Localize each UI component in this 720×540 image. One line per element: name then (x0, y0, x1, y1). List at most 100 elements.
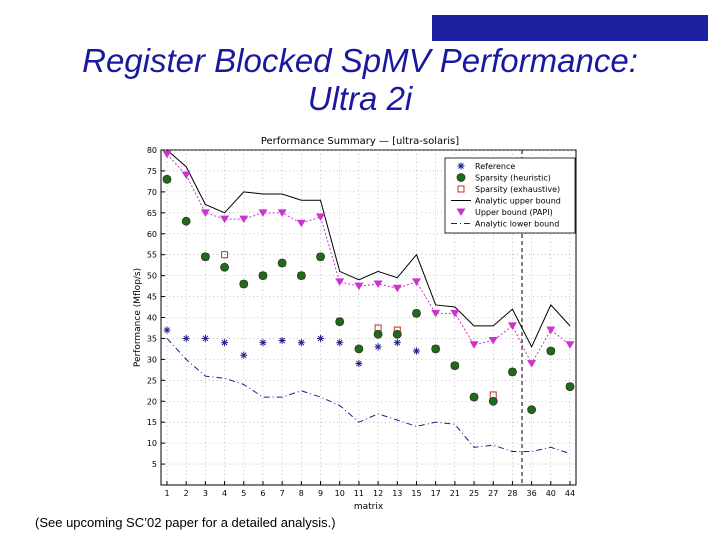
legend-label: Sparsity (heuristic) (475, 174, 551, 183)
legend-swatch (456, 208, 466, 216)
slide-title-line-1: Register Blocked SpMV Performance: (82, 42, 638, 79)
data-point (279, 337, 285, 344)
x-tick-label: 12 (373, 489, 383, 498)
legend-swatch (456, 173, 466, 182)
x-tick-label: 6 (260, 489, 265, 498)
series-analytic-lower-bound (166, 338, 571, 455)
data-point (336, 339, 343, 346)
data-point (354, 344, 364, 354)
series-layer (162, 149, 575, 455)
data-point (431, 344, 441, 354)
x-tick-label: 7 (280, 489, 285, 498)
series-analytic-upper-bound (166, 149, 571, 348)
x-tick-label: 44 (565, 489, 575, 498)
x-tick-label: 40 (546, 489, 556, 498)
data-point (508, 367, 517, 377)
x-tick-label: 36 (527, 489, 537, 498)
y-tick-label: 5 (152, 460, 157, 469)
data-point (239, 215, 249, 224)
legend-entry: Upper bound (PAPI) (456, 208, 553, 217)
y-tick-label: 20 (147, 397, 157, 406)
data-point (565, 341, 575, 349)
footnote: (See upcoming SC’02 paper for a detailed… (35, 515, 336, 530)
series-line (166, 153, 571, 365)
data-point (450, 361, 460, 371)
data-point (258, 209, 268, 217)
y-tick-label: 10 (147, 439, 157, 448)
data-point (258, 271, 268, 281)
legend-entry: Sparsity (exhaustive) (457, 185, 560, 194)
data-point (375, 343, 381, 350)
data-point (260, 339, 266, 346)
y-tick-label: 70 (147, 188, 157, 197)
x-tick-label: 21 (450, 489, 460, 498)
series-line (166, 338, 571, 455)
data-point (316, 213, 326, 221)
data-point (488, 396, 498, 406)
y-tick-label: 55 (147, 251, 157, 260)
data-point (394, 339, 401, 346)
legend-label: Analytic lower bound (475, 220, 559, 229)
data-point (202, 335, 209, 342)
series-sparsity-heuristic- (162, 174, 575, 415)
y-tick-label: 65 (147, 209, 157, 218)
data-point (240, 352, 247, 359)
data-point (296, 271, 306, 281)
data-point (488, 337, 498, 345)
data-point (335, 317, 345, 327)
data-point (546, 346, 556, 356)
data-point (411, 278, 421, 286)
data-point (181, 216, 191, 226)
data-point (450, 309, 460, 318)
data-point (277, 209, 287, 217)
legend-entry: Reference (457, 162, 515, 171)
data-point (162, 150, 172, 159)
data-point (469, 341, 479, 349)
x-tick-label: 27 (488, 489, 498, 498)
legend-label: Reference (475, 162, 515, 171)
data-point (527, 360, 537, 368)
x-tick-label: 25 (469, 489, 479, 498)
data-point (181, 171, 191, 180)
data-point (200, 209, 210, 217)
series-line (166, 149, 571, 348)
slide-title-line-2: Ultra 2i (307, 80, 413, 117)
legend-entry: Analytic upper bound (451, 197, 561, 206)
x-tick-label: 13 (392, 489, 402, 498)
x-tick-label: 5 (241, 489, 246, 498)
data-point (221, 251, 229, 259)
y-tick-label: 75 (147, 167, 157, 176)
y-tick-label: 30 (147, 355, 157, 364)
legend-entry: Analytic lower bound (451, 220, 559, 229)
data-point (183, 335, 190, 342)
x-tick-label: 9 (318, 489, 323, 498)
x-tick-label: 3 (203, 489, 208, 498)
title-accent-bar (432, 15, 708, 41)
y-tick-label: 60 (147, 230, 157, 239)
legend-label: Upper bound (PAPI) (475, 208, 553, 217)
x-tick-label: 15 (411, 489, 421, 498)
y-tick-label: 25 (147, 376, 157, 385)
data-point (239, 279, 249, 289)
series-upper-bound-papi- (162, 150, 575, 368)
data-point (431, 309, 441, 318)
data-point (277, 258, 287, 268)
data-point (356, 360, 362, 367)
data-point (164, 327, 170, 333)
y-tick-label: 45 (147, 293, 157, 302)
x-tick-label: 4 (222, 489, 227, 498)
legend-swatch (458, 163, 464, 169)
y-tick-label: 15 (147, 418, 157, 427)
data-point (413, 348, 420, 354)
data-point (220, 215, 230, 224)
data-point (546, 326, 556, 335)
y-tick-label: 50 (147, 272, 157, 281)
data-point (335, 278, 345, 286)
series-reference (163, 326, 420, 368)
data-point (162, 174, 172, 184)
data-point (373, 280, 383, 288)
slide-title: Register Blocked SpMV Performance: Ultra… (0, 42, 720, 118)
legend-entry: Sparsity (heuristic) (456, 173, 551, 183)
